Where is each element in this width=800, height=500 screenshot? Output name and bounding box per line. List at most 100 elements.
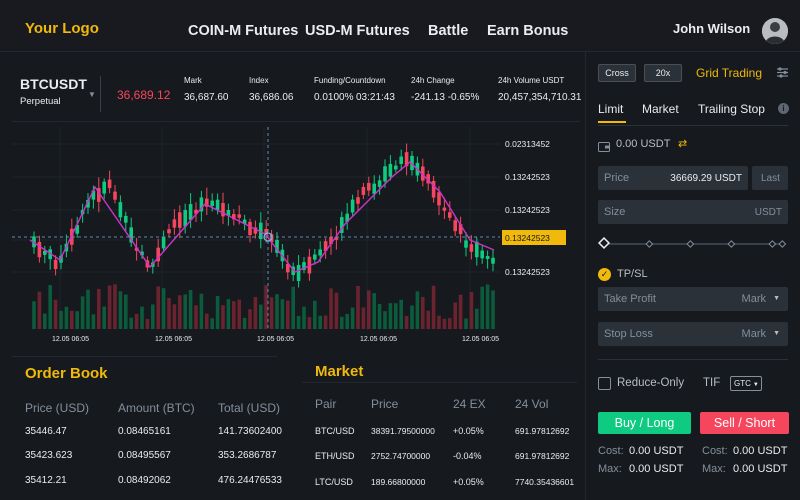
buy-max-value: 0.00 USDT <box>629 463 684 475</box>
tif-select[interactable]: GTC ▼ <box>730 376 762 391</box>
reduce-only-checkbox[interactable] <box>598 377 611 390</box>
market-header-vol: 24 Vol <box>515 397 549 411</box>
tab-limit[interactable]: Limit <box>598 102 624 116</box>
caret-down-icon[interactable]: ▼ <box>773 295 780 302</box>
volume-bar <box>210 318 214 329</box>
volume-bar <box>259 304 263 329</box>
market-vol: 691.97812692 <box>515 426 570 436</box>
candle-body <box>421 166 425 181</box>
nav-usd-m-futures[interactable]: USD-M Futures <box>305 23 410 39</box>
caret-down-icon[interactable]: ▼ <box>773 330 780 337</box>
size-input[interactable]: Size USDT <box>598 200 788 224</box>
price-axis: 0.02313452 0.13242523 0.13242523 0.13242… <box>502 139 566 277</box>
volume-bar <box>145 318 150 329</box>
nav-battle[interactable]: Battle <box>428 23 469 39</box>
nav-earn-bonus[interactable]: Earn Bonus <box>487 23 569 39</box>
candle-body <box>221 203 225 217</box>
volume-bar <box>307 317 312 329</box>
sell-short-button[interactable]: Sell / Short <box>700 412 789 434</box>
volume-bar <box>242 317 247 329</box>
logo[interactable]: Your Logo <box>25 20 99 37</box>
tif-value: GTC <box>734 379 751 388</box>
ob-header-total: Total (USD) <box>218 401 281 415</box>
candle-body <box>329 236 333 245</box>
price-tick: 0.13242523 <box>505 205 550 215</box>
market-row[interactable]: ETH/USD 2752.74700000 -0.04% 691.9781269… <box>315 451 580 465</box>
stop-loss-mark[interactable]: Mark <box>741 328 766 340</box>
candle-body <box>485 256 490 260</box>
volume-bar <box>491 290 495 329</box>
table-row[interactable]: 35412.21 0.08492062 476.24476533 <box>25 475 295 491</box>
ob-total: 141.73602400 <box>218 426 282 437</box>
volume-bar <box>75 311 79 329</box>
tpsl-label: TP/SL <box>617 268 648 280</box>
margin-mode-button[interactable]: Cross <box>598 64 636 82</box>
ob-total: 353.2686787 <box>218 450 277 461</box>
candle-body <box>226 210 231 216</box>
buy-cost-label: Cost: <box>598 445 624 457</box>
candle-body <box>286 263 290 273</box>
stop-loss-input[interactable]: Stop Loss Mark ▼ <box>598 322 788 346</box>
market-price: 2752.74700000 <box>371 451 431 461</box>
candle-body <box>302 262 306 270</box>
take-profit-mark[interactable]: Mark <box>741 293 766 305</box>
table-row[interactable]: 35423.623 0.08495567 353.2686787 <box>25 450 295 466</box>
candle-body <box>442 207 447 211</box>
nav-coin-m-futures[interactable]: COIN-M Futures <box>188 23 299 39</box>
candle-body <box>43 250 47 255</box>
user-name[interactable]: John Wilson <box>673 21 751 36</box>
volume-bar <box>64 306 69 329</box>
ob-amount: 0.08492062 <box>118 475 171 486</box>
volume-bar <box>442 318 447 329</box>
market-vol: 691.97812692 <box>515 451 570 461</box>
candle-body <box>172 219 177 228</box>
ob-total: 476.24476533 <box>218 475 282 486</box>
market-row[interactable]: BTC/USD 38391.79500000 +0.05% 691.978126… <box>315 426 580 440</box>
table-row[interactable]: 35446.47 0.08465161 141.73602400 <box>25 426 295 442</box>
volume-bar <box>367 290 371 329</box>
settings-sliders-icon[interactable] <box>776 66 789 84</box>
symbol-selector[interactable]: BTCUSDT <box>20 76 87 92</box>
price-input[interactable]: Price 36669.29 USDT <box>598 166 748 190</box>
order-panel: Cross 20x Grid Trading Limit Market Trai… <box>585 52 800 500</box>
time-tick: 12.05 06:05 <box>52 336 89 343</box>
take-profit-input[interactable]: Take Profit Mark ▼ <box>598 287 788 311</box>
tab-trailing-stop[interactable]: Trailing Stop <box>698 102 765 116</box>
ob-price: 35412.21 <box>25 475 67 486</box>
candle-body <box>323 241 328 251</box>
candle-body <box>453 220 457 232</box>
candle-body <box>237 214 241 218</box>
market-row[interactable]: LTC/USD 189.66800000 +0.05% 7740.3543660… <box>315 477 580 491</box>
volume-bar <box>421 296 425 329</box>
avatar[interactable] <box>762 18 788 44</box>
tab-market[interactable]: Market <box>642 102 679 116</box>
caret-down-icon[interactable]: ▼ <box>88 90 96 99</box>
size-label: Size <box>604 206 626 218</box>
volume-bar <box>118 291 123 329</box>
volume-bar <box>80 296 85 329</box>
top-header: Your Logo COIN-M Futures USD-M Futures B… <box>0 0 800 52</box>
leverage-button[interactable]: 20x <box>644 64 682 82</box>
market-title: Market <box>315 363 364 380</box>
volume-bar <box>129 317 133 329</box>
candle-body <box>448 212 452 218</box>
tpsl-checkbox[interactable]: ✓ <box>598 268 611 281</box>
volume-bars <box>32 284 495 329</box>
size-slider[interactable] <box>597 236 788 251</box>
volume-bar <box>275 294 279 329</box>
volume-bar <box>86 289 90 329</box>
volume-bar <box>415 291 420 329</box>
grid-trading-link[interactable]: Grid Trading <box>696 66 763 80</box>
market-header-price: Price <box>371 397 399 411</box>
volume-bar <box>161 288 166 329</box>
buy-long-button[interactable]: Buy / Long <box>598 412 691 434</box>
current-price-label: 0.13242523 <box>505 233 550 243</box>
info-icon[interactable]: i <box>778 103 789 114</box>
transfer-icon[interactable]: ⇄ <box>678 138 688 150</box>
last-price-button[interactable]: Last <box>752 166 788 190</box>
candle-body <box>118 202 123 218</box>
candlestick-chart[interactable]: 0.02313452 0.13242523 0.13242523 0.13242… <box>0 122 580 352</box>
volume-bar <box>313 300 317 329</box>
candle-body <box>361 186 366 195</box>
volume-bar <box>356 285 360 329</box>
